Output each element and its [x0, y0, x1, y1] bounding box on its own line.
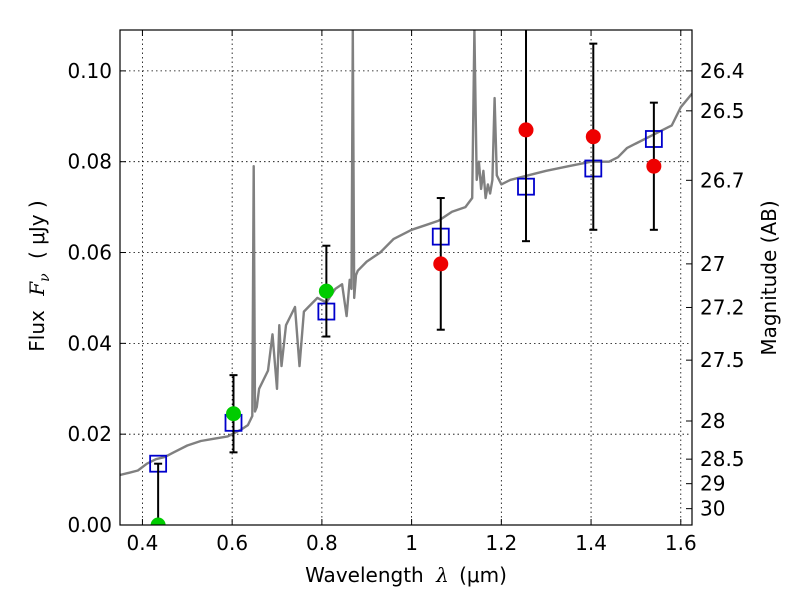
- y-tick-label: 0.06: [67, 241, 112, 265]
- mag-tick-label: 26.4: [700, 59, 745, 83]
- mag-tick-label: 27.2: [700, 295, 745, 319]
- series-points: [150, 244, 334, 525]
- plot-series: [120, 30, 692, 525]
- mag-tick-label: 29: [700, 472, 725, 496]
- photometry-point: [518, 122, 534, 138]
- y-tick-label: 0.04: [67, 331, 112, 355]
- series-points: [433, 30, 662, 331]
- x-tick-label: 1.6: [665, 531, 697, 555]
- mag-tick-label: 27.5: [700, 348, 745, 372]
- y-tick-label: 0.08: [67, 150, 112, 174]
- mag-tick-label: 28.5: [700, 447, 745, 471]
- x-tick-label: 1.2: [485, 531, 517, 555]
- x-tick-label: 1.4: [575, 531, 607, 555]
- photometry-point: [433, 256, 449, 272]
- x-axis-title: Wavelength λ (μm): [305, 563, 507, 587]
- x-tick-label: 0.4: [127, 531, 159, 555]
- mag-tick-label: 26.7: [700, 168, 745, 192]
- mag-tick-label: 26.5: [700, 99, 745, 123]
- x-tick-label: 0.6: [216, 531, 248, 555]
- series-line: [120, 30, 692, 477]
- mag-tick-label: 30: [700, 497, 725, 521]
- grid: [120, 30, 692, 525]
- mag-tick-label: 27: [700, 252, 725, 276]
- photometry-point: [226, 406, 242, 422]
- y-tick-label: 0.10: [67, 59, 112, 83]
- y-tick-label: 0.02: [67, 422, 112, 446]
- photometry-point: [150, 517, 166, 525]
- photometry-point: [585, 129, 601, 145]
- plot-frame: [119, 29, 693, 526]
- mag-tick-label: 28: [700, 409, 725, 433]
- x-tick-label: 0.8: [306, 531, 338, 555]
- y-tick-label: 0.00: [67, 513, 112, 537]
- axis-ticks: 0.4 0.6 0.8 1 1.2 1.4 1.6 0.00 0.02 0.04 0.06 0.08 0…: [67, 30, 745, 555]
- sed-line: [120, 30, 692, 477]
- x-tick-label: 1: [405, 531, 418, 555]
- y-axis-title: Flux Fν ( μJy ): [25, 200, 54, 351]
- photometry-point: [646, 158, 662, 174]
- series-squares: [149, 130, 663, 473]
- y2-axis-title: Magnitude (AB): [757, 200, 781, 355]
- photometry-point: [318, 283, 334, 299]
